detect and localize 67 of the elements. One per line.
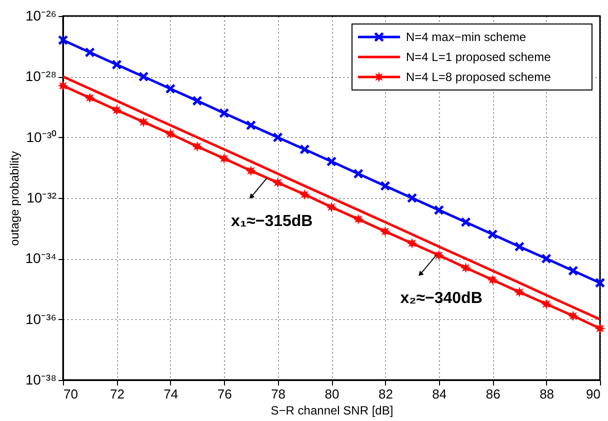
point <box>326 202 337 212</box>
x-tick-label: 86 <box>486 386 500 402</box>
point <box>487 229 498 240</box>
y-tick-label: 10⁻³⁰ <box>26 128 56 145</box>
point <box>406 192 418 204</box>
y-tick-label: 10⁻²⁶ <box>26 8 56 24</box>
point <box>246 166 256 176</box>
point <box>111 104 122 116</box>
point <box>58 35 68 46</box>
point <box>246 120 256 130</box>
point <box>218 108 230 118</box>
point <box>138 72 149 82</box>
point <box>192 96 202 106</box>
point <box>460 262 471 274</box>
point <box>541 298 552 310</box>
x-tick-label: 88 <box>540 386 554 402</box>
point <box>165 128 176 140</box>
point <box>299 189 310 200</box>
y-tick-label: 10⁻³² <box>26 190 57 206</box>
point <box>272 132 283 142</box>
point <box>218 153 230 164</box>
point <box>300 144 310 155</box>
annotation: x₁≈−315dB <box>231 212 313 230</box>
point <box>594 278 606 288</box>
point <box>272 177 284 188</box>
legend-label: N=4 L=8 proposed scheme <box>406 70 552 84</box>
legend-label: N=4 L=1 proposed scheme <box>406 50 552 64</box>
point <box>568 266 578 276</box>
point <box>460 217 471 228</box>
point <box>112 59 122 70</box>
point <box>353 168 364 179</box>
point <box>380 226 390 237</box>
point <box>192 141 202 152</box>
annotation: x₂≈−340dB <box>400 290 482 308</box>
legend-label: N=4 max−min scheme <box>406 30 526 44</box>
point <box>165 84 176 94</box>
x-tick-label: 74 <box>164 386 178 402</box>
x-tick-label: 82 <box>378 386 393 402</box>
point <box>353 214 364 224</box>
point <box>58 80 68 92</box>
y-tick-label: 10⁻³⁶ <box>26 310 56 327</box>
x-tick-label: 80 <box>324 386 340 402</box>
x-tick-label: 72 <box>110 386 124 402</box>
x-tick-label: 90 <box>586 386 600 402</box>
point <box>434 204 444 216</box>
x-tick-label: 70 <box>64 386 78 402</box>
point <box>594 323 606 334</box>
point <box>138 116 149 128</box>
y-tick-label: 10⁻³⁸ <box>25 372 57 388</box>
point <box>84 92 96 104</box>
point <box>487 274 498 286</box>
point <box>84 47 95 58</box>
point <box>380 180 390 192</box>
point <box>434 250 444 260</box>
point <box>326 156 337 167</box>
point <box>514 241 525 252</box>
y-axis-title: outage probability <box>7 151 22 246</box>
y-tick-label: 10⁻³⁴ <box>25 250 56 266</box>
point <box>568 310 578 322</box>
point <box>541 254 552 264</box>
x-axis-title: S−R channel SNR [dB] <box>270 404 394 418</box>
x-tick-label: 76 <box>217 386 232 402</box>
y-tick-label: 10⁻²⁸ <box>25 68 57 84</box>
point <box>406 238 418 249</box>
x-tick-label: 84 <box>432 386 447 402</box>
x-tick-label: 78 <box>271 386 286 402</box>
point <box>514 286 525 298</box>
